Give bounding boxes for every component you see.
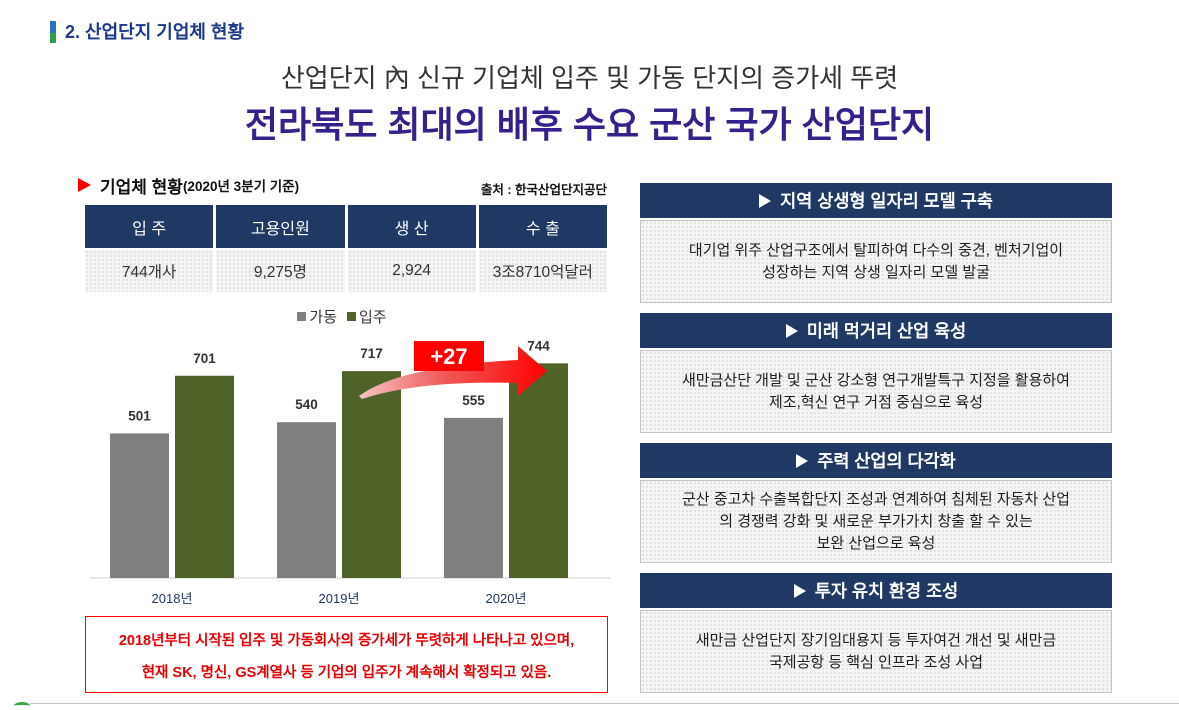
stat-value-export: 3조8710억달러 [478,250,607,292]
strategy-header-4: 투자 유치 환경 조성 [640,573,1112,608]
category-label-2: 2019년 [319,591,360,606]
triangle-right-icon [759,193,772,208]
bar-series-2-category-2 [342,371,401,578]
stat-header-export: 수 출 [478,205,607,248]
data-label-series-1-category-3: 555 [462,393,485,408]
category-labels-layer: 2018년 2019년 2020년 [152,591,527,606]
triangle-right-icon [793,583,806,598]
status-heading: 기업체 현황 (2020년 3분기 기준) [78,173,299,197]
strategy-line: 보완 산업으로 육성 [816,534,936,552]
category-label-1: 2018년 [152,591,193,606]
strategy-block-3: 주력 산업의 다각화 군산 중고차 수출복합단지 조성과 연계하여 침체된 자동… [640,443,1112,563]
strategy-line: 대기업 위주 산업구조에서 탈피하여 다수의 중견, 벤처기업이 [688,241,1064,259]
strategy-title-3: 주력 산업의 다각화 [817,451,956,471]
strategy-title-1: 지역 상생형 일자리 모델 구축 [780,191,993,211]
strategy-body-1: 대기업 위주 산업구조에서 탈피하여 다수의 중견, 벤처기업이 성장하는 지역… [640,220,1112,303]
triangle-right-icon [785,323,798,338]
increase-callout-text: +27 [430,344,467,369]
footer-divider [30,703,1179,704]
strategy-title-4: 투자 유치 환경 조성 [814,581,959,601]
heading-accent-bar [50,21,56,43]
bar-series-2-category-1 [175,375,234,578]
strategy-line: 군산 중고차 수출복합단지 조성과 연계하여 침체된 자동차 산업 [682,490,1070,508]
strategy-block-1: 지역 상생형 일자리 모델 구축 대기업 위주 산업구조에서 탈피하여 다수의 … [640,183,1112,303]
data-label-series-2-category-3: 744 [527,338,550,353]
logo-fragment [14,702,30,710]
increase-callout-box [414,341,484,371]
stat-value-production: 2,924 [347,250,476,292]
summary-line-1: 2018년부터 시작된 입주 및 가동회사의 증가세가 뚜렷하게 나타나고 있으… [118,633,575,649]
triangle-right-icon [78,178,91,192]
legend-swatch-series-1 [297,311,307,321]
strategy-title-2: 미래 먹거리 산업 육성 [806,321,967,341]
stat-value-tenants: 744개사 [85,250,214,292]
stat-header-tenants: 입 주 [85,205,214,248]
legend-label-series-2: 입주 [359,308,387,326]
strategy-body-3: 군산 중고차 수출복합단지 조성과 연계하여 침체된 자동차 산업 의 경쟁력 … [640,480,1112,563]
strategy-line: 국제공항 등 핵심 인프라 조성 사업 [768,653,984,671]
legend-swatch-series-2 [347,311,356,321]
stat-header-employment: 고용인원 [216,205,345,248]
legend-item-series-2: 입주 [347,306,387,327]
strategy-line: 제조,혁신 연구 거점 중심으로 육성 [768,393,984,411]
strategy-block-4: 투자 유치 환경 조성 새만금 산업단지 장기임대용지 등 투자여건 개선 및 … [640,573,1112,693]
stat-header-production: 생 산 [347,205,476,248]
bar-series-1-category-3 [444,417,503,578]
summary-box: 2018년부터 시작된 입주 및 가동회사의 증가세가 뚜렷하게 나타나고 있으… [85,616,608,693]
data-label-series-2-category-2: 717 [360,346,383,361]
bars-layer [110,363,568,578]
slide-subtitle: 산업단지 內 신규 기업체 입주 및 가동 단지의 증가세 뚜렷 [280,63,899,93]
legend-item-series-1: 가동 [297,306,337,327]
stat-value-employment: 9,275명 [216,250,345,292]
slide-title: 전라북도 최대의 배후 수요 군산 국가 산업단지 [244,104,935,145]
status-title: 기업체 현황 [100,177,183,197]
chart-legend: 가동 입주 [240,306,444,326]
strategy-line: 새만금 산업단지 장기임대용지 등 투자여건 개선 및 새만금 [695,631,1057,649]
status-note: (2020년 3분기 기준) [182,179,300,194]
section-heading: 2. 산업단지 기업체 현황 [65,22,245,42]
strategy-block-2: 미래 먹거리 산업 육성 새만금산단 개발 및 군산 강소형 연구개발특구 지정… [640,313,1112,433]
strategy-line: 성장하는 지역 상생 일자리 모델 발굴 [762,263,990,281]
strategy-header-3: 주력 산업의 다각화 [640,443,1112,478]
strategy-line: 새만금산단 개발 및 군산 강소형 연구개발특구 지정을 활용하여 [682,371,1070,389]
strategy-header-1: 지역 상생형 일자리 모델 구축 [640,183,1112,218]
summary-line-2: 현재 SK, 명신, GS계열사 등 기업의 입주가 계속해서 확정되고 있음. [141,665,552,681]
source-note: 출처 : 한국산업단지공단 [480,183,607,197]
bar-series-1-category-2 [277,422,336,578]
triangle-right-icon [796,453,809,468]
bar-series-2-category-3 [509,363,568,578]
category-label-3: 2020년 [486,591,527,606]
data-label-series-2-category-1: 701 [193,351,216,366]
data-label-series-1-category-1: 501 [128,408,151,423]
data-labels-layer: 501 701 540 717 555 744 [128,338,550,423]
bar-series-1-category-1 [110,433,169,578]
strategy-header-2: 미래 먹거리 산업 육성 [640,313,1112,348]
strategy-line: 의 경쟁력 강화 및 새로운 부가가치 창출 할 수 있는 [719,512,1033,530]
stats-table: 입 주 고용인원 생 산 수 출 744개사 9,275명 2,924 3조87… [85,205,607,292]
data-label-series-1-category-2: 540 [295,397,318,412]
legend-label-series-1: 가동 [309,308,337,326]
strategy-body-4: 새만금 산업단지 장기임대용지 등 투자여건 개선 및 새만금 국제공항 등 핵… [640,610,1112,693]
bar-chart: +27 501 701 540 717 555 744 2018년 2019년 2020년 [90,338,610,606]
increase-arrow [359,346,547,399]
strategy-body-2: 새만금산단 개발 및 군산 강소형 연구개발특구 지정을 활용하여 제조,혁신 … [640,350,1112,433]
